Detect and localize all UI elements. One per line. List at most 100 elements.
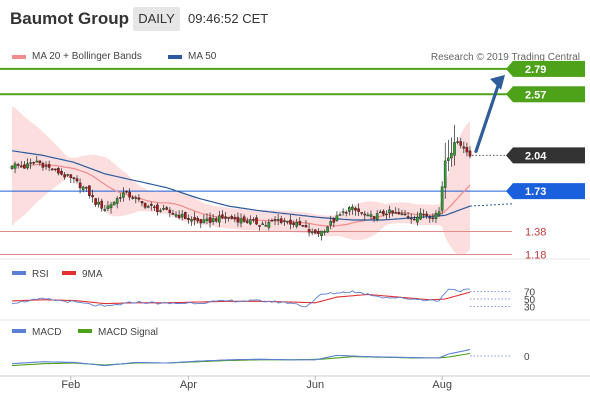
- candle-body: [382, 210, 385, 215]
- candle-body: [13, 163, 17, 169]
- candle-body: [149, 203, 153, 206]
- candle-body: [50, 168, 54, 171]
- candle-body: [109, 204, 113, 209]
- level-labels-layer: 2.79 2.57 2.04 1.73 1.38 1.18: [506, 60, 585, 262]
- candle-body: [140, 201, 144, 204]
- level-label-target-1: 2.57: [525, 89, 546, 101]
- candle-body: [422, 213, 425, 216]
- candle-body: [171, 212, 175, 215]
- bollinger-band: [12, 106, 470, 255]
- candle-body: [174, 214, 178, 217]
- ma50-swatch: [168, 55, 182, 59]
- candle-body: [317, 230, 320, 234]
- candle-body: [450, 152, 453, 159]
- macd-signal-legend-swatch: [78, 329, 92, 333]
- candle-body: [468, 150, 472, 157]
- timeframe-button[interactable]: DAILY: [133, 7, 180, 31]
- candle-body: [338, 214, 342, 216]
- level-badge-last-price: [513, 147, 585, 164]
- bollinger-band-layer: [12, 106, 470, 255]
- candle-body: [134, 197, 138, 199]
- candle-body: [276, 219, 280, 221]
- candle-body: [298, 221, 302, 226]
- candle-body: [41, 163, 45, 168]
- candle-body: [29, 162, 32, 164]
- candle-body: [372, 216, 376, 219]
- candle-body: [283, 220, 286, 222]
- rsi-level-label: 30: [524, 303, 536, 314]
- candle-body: [180, 213, 184, 218]
- legend-ma50: MA 50: [168, 51, 216, 62]
- candle-body: [289, 219, 292, 225]
- candle-body: [187, 217, 190, 220]
- candle-body: [320, 230, 323, 237]
- candle-body: [72, 177, 76, 179]
- rsi-ma-legend-label: 9MA: [82, 269, 103, 280]
- candle-body: [193, 217, 196, 221]
- candle-body: [354, 207, 357, 211]
- candle-body: [66, 174, 69, 176]
- candle-body: [214, 218, 218, 222]
- candle-body: [258, 225, 261, 227]
- candle-body: [23, 164, 26, 169]
- candle-body: [443, 160, 447, 188]
- candle-body: [205, 218, 209, 222]
- rsi-legend-label: RSI: [32, 269, 49, 280]
- candle-body: [97, 201, 100, 205]
- candle-body: [69, 174, 73, 178]
- copyright-notice: Research © 2019 Trading Central: [430, 52, 580, 63]
- ma50-projection: [469, 203, 513, 207]
- candle-body: [304, 225, 308, 228]
- candle-body: [202, 219, 206, 224]
- candle-body: [388, 209, 391, 213]
- candle-body: [437, 211, 441, 216]
- candle-body: [211, 218, 215, 222]
- candle-body: [26, 163, 29, 169]
- target-arrow-shaft: [474, 81, 501, 153]
- candle-body: [295, 221, 299, 227]
- candle-body: [391, 210, 394, 214]
- candle-body: [406, 216, 410, 218]
- candle-body: [375, 213, 379, 220]
- ma50-line: [11, 150, 471, 221]
- overlay-layer: [472, 74, 512, 156]
- candle-body: [88, 185, 91, 196]
- candle-body: [397, 212, 401, 215]
- candle-body: [335, 215, 339, 221]
- candle-body: [156, 204, 159, 212]
- candle-body: [227, 216, 230, 219]
- candle-body: [183, 212, 187, 220]
- candle-body: [400, 213, 404, 215]
- candle-body: [369, 214, 373, 217]
- candle-body: [357, 208, 360, 212]
- candle-body: [143, 202, 147, 208]
- candle-body: [419, 212, 422, 220]
- legend-ma20: MA 20 + Bollinger Bands: [12, 51, 142, 62]
- candle-body: [323, 231, 326, 233]
- candle-body: [125, 190, 128, 193]
- candle-body: [131, 197, 135, 199]
- candle-body: [462, 146, 466, 149]
- rsi-level-label: 50: [524, 295, 536, 306]
- candle-body: [348, 207, 351, 212]
- candle-body: [57, 167, 60, 174]
- rsi-level-label: 70: [524, 287, 536, 298]
- candle-body: [310, 231, 314, 234]
- level-badge-pointer-pivot: [506, 183, 513, 200]
- candle-body: [63, 174, 66, 178]
- candle-body: [38, 160, 42, 163]
- ma20-label: MA 20 + Bollinger Bands: [32, 51, 142, 62]
- candle-body: [366, 214, 370, 217]
- candle-body: [168, 209, 172, 213]
- level-lines-layer: [0, 67, 512, 256]
- candle-body: [245, 220, 249, 223]
- candle-body: [314, 229, 317, 234]
- candle-body: [286, 220, 289, 223]
- candle-body: [10, 166, 14, 169]
- level-badge-pointer-target-1: [506, 86, 513, 103]
- level-badge-pointer-target-2: [506, 60, 513, 77]
- candle-body: [270, 219, 274, 222]
- level-label-pivot: 1.73: [525, 186, 546, 198]
- candle-body: [416, 216, 419, 223]
